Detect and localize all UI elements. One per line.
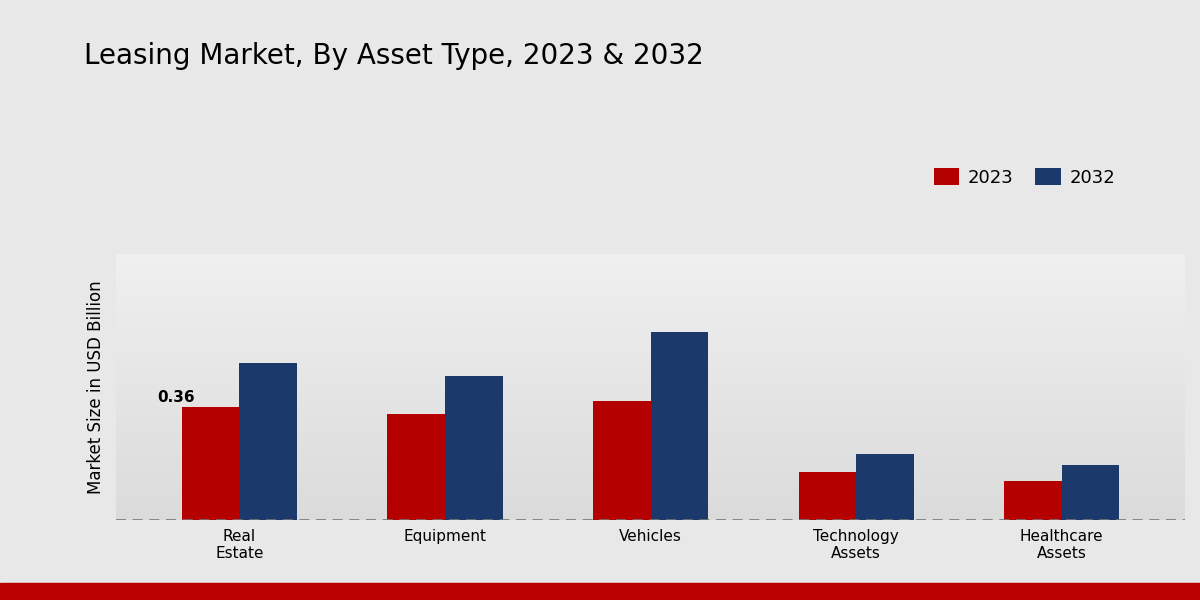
Bar (1004, 481, 1062, 520)
Text: Leasing Market, By Asset Type, 2023 & 2032: Leasing Market, By Asset Type, 2023 & 20… (84, 42, 703, 70)
Y-axis label: Market Size in USD Billion: Market Size in USD Billion (88, 280, 106, 494)
Text: 0.36: 0.36 (157, 390, 194, 405)
Bar (1062, 466, 1120, 520)
Bar (593, 401, 650, 520)
Bar (240, 364, 298, 520)
Legend: 2023, 2032: 2023, 2032 (926, 161, 1122, 194)
Bar (798, 472, 856, 520)
Bar (856, 454, 913, 520)
Bar (388, 413, 445, 520)
Bar (182, 407, 240, 520)
Bar (650, 332, 708, 520)
Bar (445, 376, 503, 520)
